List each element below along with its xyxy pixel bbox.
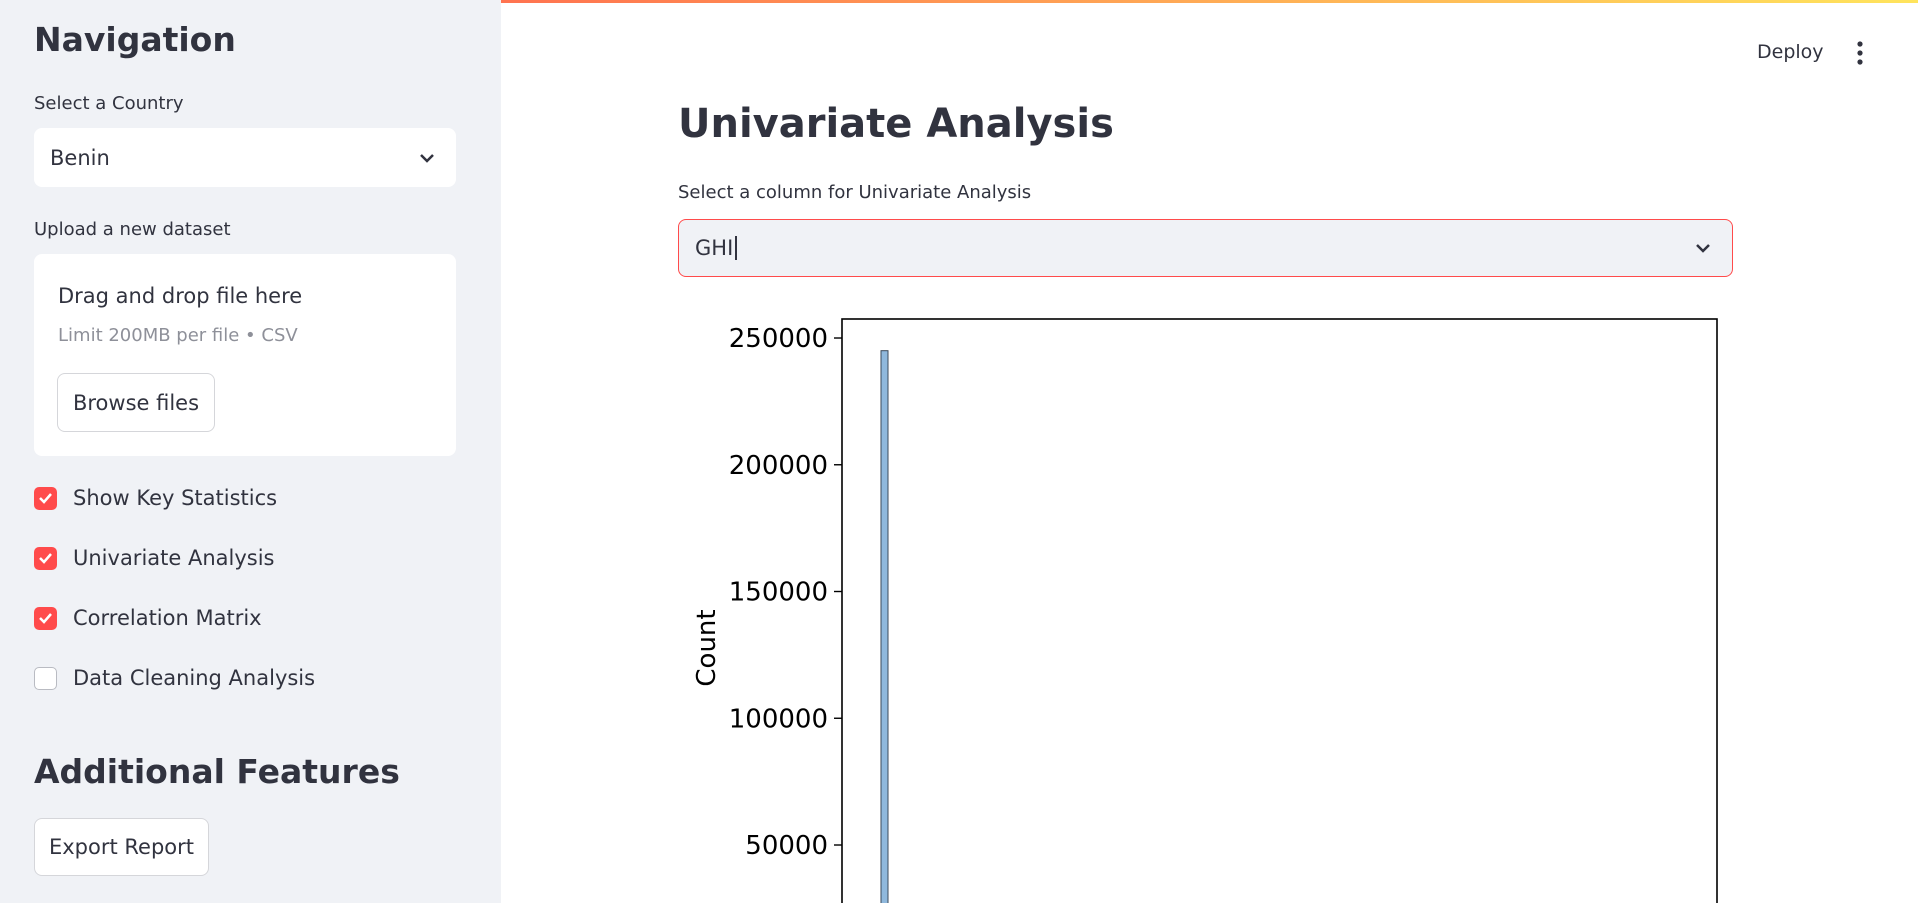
country-label: Select a Country xyxy=(34,93,184,114)
check-icon xyxy=(39,493,52,504)
menu-button[interactable] xyxy=(1852,40,1868,66)
check-icon xyxy=(39,613,52,624)
column-select-label: Select a column for Univariate Analysis xyxy=(678,182,1032,203)
checkbox-box[interactable] xyxy=(34,666,57,690)
chevron-icon xyxy=(420,153,434,163)
column-select[interactable]: GHI​ xyxy=(678,219,1733,277)
section-title: Additional Features xyxy=(34,752,400,791)
upload-limit: Limit 200MB per file • CSV xyxy=(58,325,298,346)
deploy-button[interactable]: Deploy xyxy=(1757,41,1824,63)
checkbox-label: Show Key Statistics xyxy=(73,486,278,510)
sidebar: Navigation Select a Country Benin Upload… xyxy=(0,0,501,903)
checkbox-label: Univariate Analysis xyxy=(73,546,275,570)
plot-frame xyxy=(841,318,1718,903)
column-text: GHI xyxy=(695,236,734,260)
checkbox[interactable]: Show Key Statistics xyxy=(34,484,277,512)
y-tick-label: 200000 xyxy=(729,451,828,481)
upload-label: Upload a new dataset xyxy=(34,219,231,240)
y-tick-label: 250000 xyxy=(729,324,828,354)
country-select[interactable]: Benin xyxy=(34,128,456,187)
checkbox-label: Correlation Matrix xyxy=(73,606,262,630)
main-title: Univariate Analysis xyxy=(678,101,1114,147)
browse-button[interactable]: Browse files xyxy=(57,373,215,432)
upload-drop-text: Drag and drop file here xyxy=(58,284,303,308)
country-value: Benin xyxy=(50,145,110,170)
export-button[interactable]: Export Report xyxy=(34,818,209,876)
chevron-icon xyxy=(1696,244,1710,253)
checkbox-box[interactable] xyxy=(34,546,57,570)
sidebar-title: Navigation xyxy=(34,20,236,59)
checkbox-box[interactable] xyxy=(34,486,57,510)
checkbox-label: Data Cleaning Analysis xyxy=(73,666,316,690)
y-axis-label: Count xyxy=(692,609,722,686)
bar xyxy=(880,350,889,903)
column-value: GHI​ xyxy=(695,236,738,260)
y-tick-label: 50000 xyxy=(745,831,828,861)
checkbox-box[interactable] xyxy=(34,606,57,630)
checkbox[interactable]: Univariate Analysis xyxy=(34,544,275,572)
checkbox[interactable]: Correlation Matrix xyxy=(34,604,262,632)
y-tick-label: 150000 xyxy=(729,578,828,608)
y-tick-label: 100000 xyxy=(729,704,828,734)
checkbox[interactable]: Data Cleaning Analysis xyxy=(34,664,315,692)
upload-zone[interactable]: Drag and drop file here Limit 200MB per … xyxy=(34,254,456,456)
top-decoration xyxy=(0,0,1918,3)
check-icon xyxy=(39,553,52,564)
